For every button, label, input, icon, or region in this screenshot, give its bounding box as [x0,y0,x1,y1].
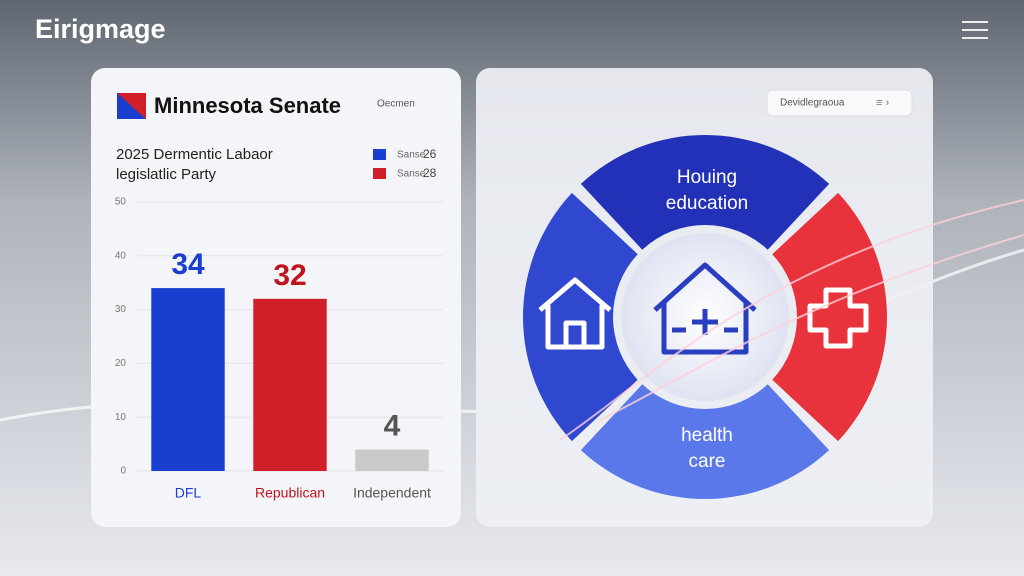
y-tick-label: 30 [115,304,127,315]
value-label: 32 [273,259,306,292]
clinic-icon [653,262,757,355]
x-tick-label: Independent [353,485,431,501]
legend-label: Sanse [397,169,426,180]
bar [355,449,429,471]
x-tick-label: DFL [175,485,202,501]
flag-red [117,93,146,119]
subtitle: 2025 Dermentic Labaor [116,146,273,163]
y-tick-label: 20 [115,358,127,369]
value-label: 4 [384,409,401,442]
legend-value: 28 [423,166,437,180]
y-tick-label: 50 [115,197,127,208]
menu-icon[interactable] [962,21,988,39]
dropdown[interactable] [766,89,913,117]
segment-label: education [666,193,748,214]
y-tick-label: 0 [120,466,126,477]
segment-label: care [689,451,726,472]
ring-segment [580,384,830,500]
app-title: Eirigmage [35,14,166,44]
ring-segment [522,192,638,442]
subtitle: legislatlic Party [116,166,217,183]
house-icon [538,277,612,350]
ring-segment [580,134,830,250]
y-tick-label: 10 [115,412,127,423]
legend-value: 26 [423,147,437,161]
segment-label: Houing [677,167,737,188]
dropdown-label: Devidlegraoua [780,98,845,109]
cross-icon [807,287,869,349]
dropdown-icons: ≡ › [876,97,889,109]
ring-segment [772,192,887,442]
legend-swatch [373,168,386,179]
light-streak [559,199,1024,441]
y-tick-label: 40 [115,250,127,261]
chart-title: Minnesota Senate [154,93,341,118]
segment-label: health [681,425,733,446]
x-tick-label: Republican [255,485,325,501]
header-note[interactable]: Oecmen [377,99,415,110]
value-label: 34 [171,248,205,281]
legend-swatch [373,149,386,160]
ring [522,134,887,500]
bar [151,288,225,471]
legend-label: Sanse [397,150,426,161]
bar [253,298,327,471]
